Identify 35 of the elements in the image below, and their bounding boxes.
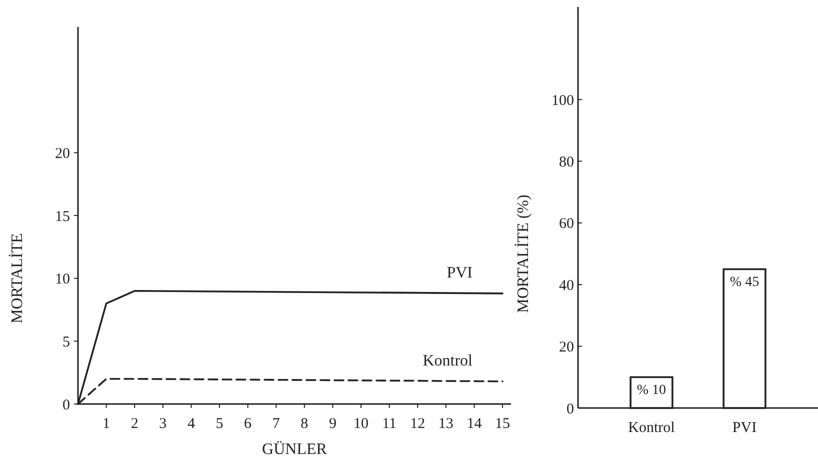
data-label: % 45 [730, 275, 760, 290]
series-label: PVI [446, 264, 473, 282]
y-tick-label: 80 [559, 154, 574, 170]
x-tick-label: 7 [272, 416, 280, 432]
x-tick-label: 9 [328, 416, 336, 432]
x-tick-label: 15 [495, 416, 510, 432]
y-axis-title: MORTALİTE (%) [514, 194, 532, 313]
y-tick-label: 10 [55, 272, 70, 288]
x-tick-label: 8 [300, 416, 308, 432]
x-tick-label: 1 [102, 416, 110, 432]
x-tick-label: 14 [466, 416, 482, 432]
x-tick-label: PVI [732, 420, 757, 436]
x-tick-label: 6 [244, 416, 252, 432]
series-label: Kontrol [422, 352, 474, 370]
data-label: % 10 [636, 383, 666, 398]
x-tick-label: 13 [438, 416, 454, 432]
y-tick-label: 60 [559, 216, 574, 232]
x-tick-label: 3 [159, 416, 167, 432]
y-tick-label: 20 [55, 146, 70, 162]
x-axis-title: GÜNLER [262, 441, 328, 458]
y-tick-label: 40 [559, 278, 574, 294]
x-tick-label: 10 [354, 416, 369, 432]
x-tick-label: Kontrol [628, 420, 675, 436]
y-tick-label: 0 [566, 401, 574, 418]
y-axis-title: MORTALİTE [8, 233, 26, 324]
x-tick-label: 5 [216, 416, 224, 432]
x-tick-label: 2 [130, 416, 138, 432]
y-tick-label: 100 [552, 92, 574, 109]
x-tick-label: 12 [410, 416, 426, 432]
y-tick-label: 20 [559, 340, 574, 356]
y-tick-label: 5 [62, 334, 70, 350]
x-tick-label: 4 [187, 416, 196, 432]
y-tick-label: 15 [55, 208, 70, 225]
y-tick-label: 0 [62, 397, 70, 414]
x-tick-label: 11 [382, 416, 397, 432]
